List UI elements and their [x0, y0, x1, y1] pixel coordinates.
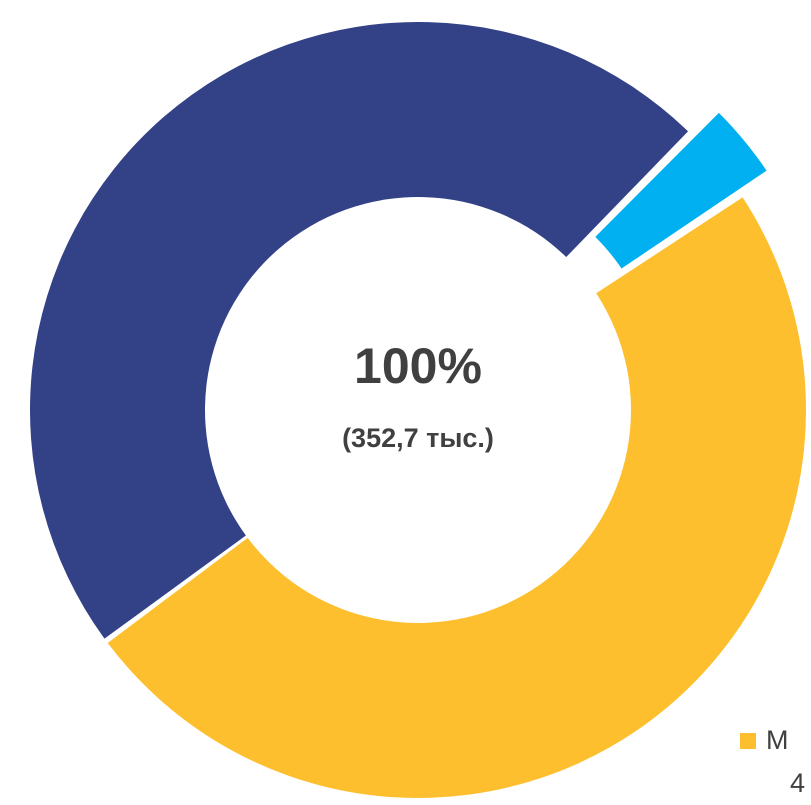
- legend-swatch: [740, 733, 756, 749]
- donut-segment: [107, 197, 807, 799]
- legend-label: М: [766, 725, 789, 755]
- legend-value: 4: [790, 768, 805, 798]
- donut-segment: [29, 21, 689, 639]
- center-label: 100%: [354, 338, 482, 394]
- donut-segment: [595, 112, 767, 269]
- center-sublabel: (352,7 тыс.): [342, 423, 494, 453]
